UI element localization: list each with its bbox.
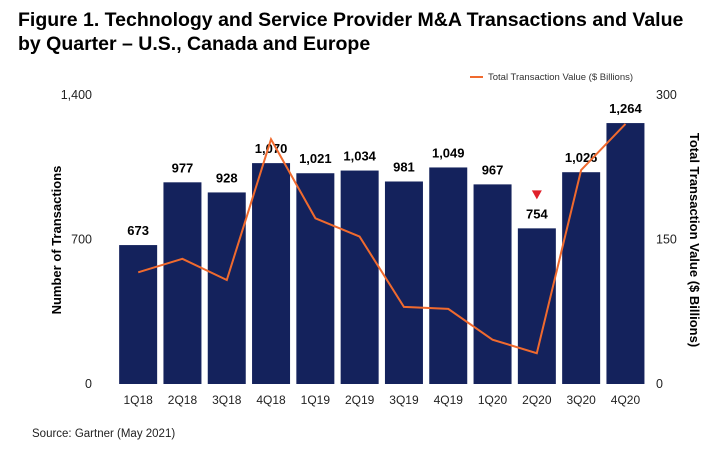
- source-note: Source: Gartner (May 2021): [32, 428, 176, 440]
- left-axis-ticks: 0 700 1,400: [61, 88, 92, 391]
- right-axis-ticks: 0 150 300: [656, 88, 677, 391]
- bar-value-label: 673: [127, 223, 149, 238]
- left-axis-title: Number of Transactions: [49, 166, 64, 315]
- combo-chart: Total Transaction Value ($ Billions) 0 70…: [49, 72, 702, 407]
- category-label: 3Q20: [566, 393, 596, 407]
- legend-label: Total Transaction Value ($ Billions): [488, 72, 633, 83]
- category-label: 4Q18: [256, 393, 286, 407]
- bar-value-label: 1,049: [432, 145, 465, 160]
- bar: [252, 163, 291, 384]
- left-tick-label: 700: [71, 233, 92, 247]
- right-tick-label: 0: [656, 377, 663, 391]
- bar-value-label: 1,034: [343, 149, 376, 164]
- category-label: 3Q19: [389, 393, 419, 407]
- bar-value-label: 754: [526, 206, 548, 221]
- left-tick-label: 1,400: [61, 88, 92, 102]
- chart-title-line-1: Figure 1. Technology and Service Provide…: [18, 9, 684, 31]
- right-tick-label: 150: [656, 233, 677, 247]
- right-axis-title: Total Transaction Value ($ Billions): [687, 133, 702, 347]
- bar: [473, 184, 512, 384]
- category-label: 1Q20: [478, 393, 508, 407]
- bar-value-label: 1,070: [255, 141, 288, 156]
- category-label: 2Q18: [168, 393, 198, 407]
- legend: Total Transaction Value ($ Billions): [470, 72, 633, 83]
- bar: [119, 245, 158, 384]
- bar: [296, 173, 335, 384]
- category-label: 1Q18: [123, 393, 153, 407]
- transaction-value-line: [137, 123, 627, 355]
- right-tick-label: 300: [656, 88, 677, 102]
- down-marker: [531, 190, 542, 200]
- category-label: 1Q19: [301, 393, 331, 407]
- category-label: 4Q19: [434, 393, 464, 407]
- bar-value-label: 928: [216, 170, 238, 185]
- category-label: 4Q20: [611, 393, 641, 407]
- chart-title-line-2: by Quarter – U.S., Canada and Europe: [18, 33, 371, 55]
- bar: [207, 192, 246, 384]
- down-triangle-icon: [531, 190, 542, 200]
- bar: [517, 228, 556, 384]
- bars: [119, 123, 645, 385]
- category-labels: 1Q18 2Q18 3Q18 4Q18 1Q19 2Q19 3Q19 4Q19 1Q20 2Q20…: [123, 393, 640, 407]
- bar: [429, 167, 468, 384]
- category-label: 2Q19: [345, 393, 375, 407]
- bar: [562, 172, 601, 384]
- bar-value-label: 967: [482, 162, 504, 177]
- bar-value-label: 977: [172, 160, 194, 175]
- bar-value-label: 1,264: [609, 101, 642, 116]
- bar-value-label: 1,021: [299, 151, 332, 166]
- bar-value-label: 981: [393, 159, 415, 174]
- bar: [340, 170, 379, 384]
- left-tick-label: 0: [85, 377, 92, 391]
- chart-title: Figure 1. Technology and Service Provide…: [18, 8, 708, 56]
- bar: [606, 123, 645, 385]
- bar: [384, 181, 423, 384]
- bar: [163, 182, 202, 384]
- category-label: 3Q18: [212, 393, 242, 407]
- category-label: 2Q20: [522, 393, 552, 407]
